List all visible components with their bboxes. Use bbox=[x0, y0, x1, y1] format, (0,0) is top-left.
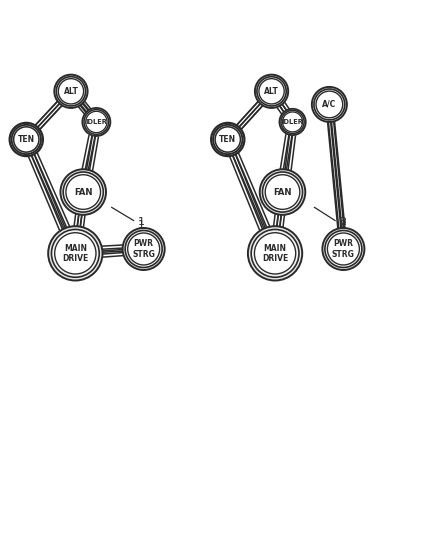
Text: A/C: A/C bbox=[322, 100, 336, 109]
Circle shape bbox=[10, 123, 43, 156]
Text: MAIN
DRIVE: MAIN DRIVE bbox=[62, 244, 88, 263]
Text: IDLER: IDLER bbox=[282, 119, 304, 125]
Text: ALT: ALT bbox=[264, 87, 279, 96]
Circle shape bbox=[281, 110, 304, 134]
Circle shape bbox=[123, 228, 165, 270]
Circle shape bbox=[322, 228, 364, 270]
Circle shape bbox=[312, 87, 347, 122]
Circle shape bbox=[54, 75, 88, 108]
Text: IDLER: IDLER bbox=[85, 119, 107, 125]
Circle shape bbox=[215, 127, 240, 152]
Text: ALT: ALT bbox=[64, 87, 78, 96]
Circle shape bbox=[57, 77, 85, 106]
Text: 2: 2 bbox=[339, 220, 346, 230]
Circle shape bbox=[128, 233, 159, 265]
Circle shape bbox=[279, 109, 306, 135]
Circle shape bbox=[259, 79, 284, 104]
Circle shape bbox=[213, 125, 242, 154]
Text: 2: 2 bbox=[339, 217, 346, 227]
Circle shape bbox=[251, 230, 299, 277]
Circle shape bbox=[125, 230, 162, 268]
Circle shape bbox=[55, 233, 96, 274]
Circle shape bbox=[255, 75, 288, 108]
Circle shape bbox=[248, 226, 302, 280]
Circle shape bbox=[48, 226, 102, 280]
Circle shape bbox=[257, 77, 286, 106]
Circle shape bbox=[314, 89, 345, 120]
Text: FAN: FAN bbox=[74, 188, 92, 197]
Circle shape bbox=[211, 123, 244, 156]
Circle shape bbox=[254, 233, 296, 274]
Circle shape bbox=[260, 169, 305, 215]
Circle shape bbox=[58, 79, 84, 104]
Circle shape bbox=[63, 172, 103, 212]
Circle shape bbox=[283, 112, 303, 132]
Circle shape bbox=[84, 110, 109, 134]
Circle shape bbox=[265, 175, 300, 209]
Circle shape bbox=[60, 169, 106, 215]
Text: 1: 1 bbox=[138, 217, 145, 227]
Circle shape bbox=[12, 125, 41, 154]
Circle shape bbox=[328, 233, 359, 265]
Text: FAN: FAN bbox=[273, 188, 292, 197]
Text: PWR
STRG: PWR STRG bbox=[332, 239, 355, 259]
Circle shape bbox=[51, 230, 99, 277]
Text: MAIN
DRIVE: MAIN DRIVE bbox=[262, 244, 288, 263]
Text: 1: 1 bbox=[138, 220, 145, 230]
Circle shape bbox=[316, 91, 343, 118]
Circle shape bbox=[86, 111, 107, 133]
Circle shape bbox=[262, 172, 303, 212]
Text: TEN: TEN bbox=[18, 135, 35, 144]
Circle shape bbox=[325, 230, 362, 268]
Text: PWR
STRG: PWR STRG bbox=[132, 239, 155, 259]
Circle shape bbox=[82, 108, 110, 136]
Text: TEN: TEN bbox=[219, 135, 237, 144]
Circle shape bbox=[14, 127, 39, 152]
Circle shape bbox=[66, 175, 101, 209]
